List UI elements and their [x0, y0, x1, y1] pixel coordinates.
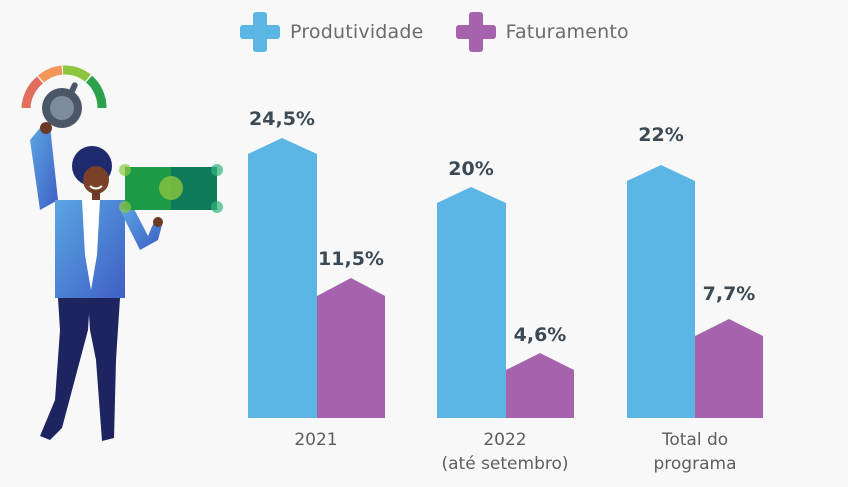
legend-item-produtividade: Produtividade — [240, 12, 424, 52]
bar-produtividade — [627, 165, 695, 418]
bar-faturamento — [506, 353, 574, 418]
plus-icon — [455, 12, 496, 52]
legend-label: Faturamento — [505, 21, 629, 43]
gauge-icon — [21, 65, 107, 128]
bar-faturamento — [317, 278, 385, 418]
legend-item-faturamento: Faturamento — [455, 12, 629, 52]
category-label-2021: 2021 — [246, 428, 386, 452]
category-label-2022: 2022 (até setembro) — [425, 428, 585, 476]
person-illustration — [21, 65, 223, 441]
bar-group-total — [627, 165, 763, 418]
plus-icon — [240, 12, 280, 52]
legend-label: Produtividade — [290, 21, 424, 43]
value-label-produtividade-2021: 24,5% — [249, 108, 315, 130]
category-line1: Total do — [661, 430, 729, 450]
bar-produtividade — [437, 187, 506, 418]
banknote-icon — [119, 164, 223, 213]
value-label-faturamento-2021: 11,5% — [318, 248, 384, 270]
category-line2: programa — [653, 454, 737, 474]
bar-group-2022 — [437, 187, 574, 418]
value-label-produtividade-2022: 20% — [448, 158, 494, 180]
chart-legend: Produtividade Faturamento — [240, 12, 661, 52]
category-line1: 2022 — [483, 430, 527, 450]
value-label-faturamento-2022: 4,6% — [513, 324, 567, 346]
bar-group-2021 — [248, 138, 385, 418]
category-label-total: Total do programa — [625, 428, 765, 476]
category-line2: (até setembro) — [441, 454, 569, 474]
value-label-produtividade-total: 22% — [638, 124, 684, 146]
bar-produtividade — [248, 138, 317, 418]
category-line1: 2021 — [294, 430, 338, 450]
bar-faturamento — [695, 319, 763, 418]
value-label-faturamento-total: 7,7% — [702, 283, 756, 305]
